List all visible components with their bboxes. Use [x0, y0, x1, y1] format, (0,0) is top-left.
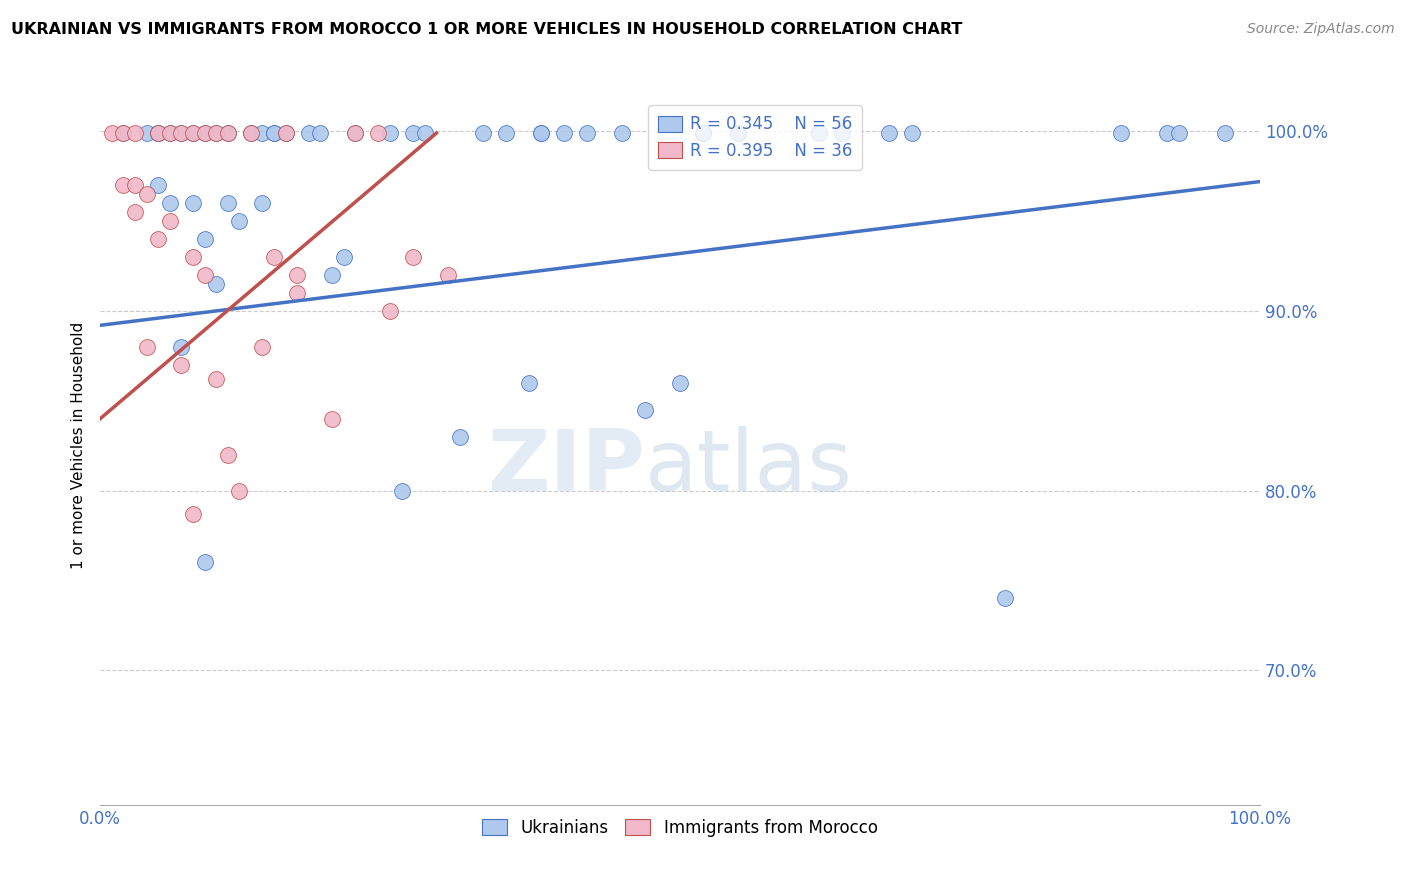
- Point: [344, 126, 367, 140]
- Point: [159, 214, 181, 228]
- Point: [146, 232, 169, 246]
- Point: [124, 126, 146, 140]
- Point: [252, 196, 274, 211]
- Point: [170, 358, 193, 372]
- Point: [135, 126, 157, 140]
- Point: [205, 126, 228, 140]
- Point: [1156, 126, 1178, 140]
- Point: [252, 340, 274, 354]
- Point: [901, 126, 924, 140]
- Point: [193, 556, 215, 570]
- Point: [193, 232, 215, 246]
- Point: [344, 126, 367, 140]
- Point: [994, 591, 1017, 606]
- Point: [135, 340, 157, 354]
- Point: [228, 214, 250, 228]
- Point: [170, 340, 193, 354]
- Point: [378, 126, 401, 140]
- Point: [193, 126, 215, 140]
- Point: [576, 126, 599, 140]
- Point: [378, 304, 401, 318]
- Point: [321, 268, 343, 282]
- Point: [146, 126, 169, 140]
- Point: [252, 126, 274, 140]
- Point: [112, 178, 135, 193]
- Point: [877, 126, 900, 140]
- Point: [205, 372, 228, 386]
- Point: [217, 126, 239, 140]
- Text: atlas: atlas: [645, 425, 853, 508]
- Point: [831, 126, 853, 140]
- Point: [146, 178, 169, 193]
- Point: [517, 376, 540, 390]
- Point: [285, 268, 308, 282]
- Point: [217, 448, 239, 462]
- Point: [170, 126, 193, 140]
- Point: [321, 411, 343, 425]
- Point: [437, 268, 460, 282]
- Point: [217, 196, 239, 211]
- Point: [263, 126, 285, 140]
- Point: [402, 250, 425, 264]
- Point: [124, 205, 146, 219]
- Point: [669, 376, 692, 390]
- Point: [170, 126, 193, 140]
- Point: [263, 126, 285, 140]
- Point: [1109, 126, 1132, 140]
- Point: [553, 126, 575, 140]
- Point: [159, 126, 181, 140]
- Point: [112, 126, 135, 140]
- Point: [692, 126, 714, 140]
- Y-axis label: 1 or more Vehicles in Household: 1 or more Vehicles in Household: [72, 322, 86, 569]
- Point: [471, 126, 494, 140]
- Point: [205, 277, 228, 291]
- Point: [1167, 126, 1189, 140]
- Point: [159, 126, 181, 140]
- Point: [530, 126, 553, 140]
- Point: [193, 268, 215, 282]
- Text: Source: ZipAtlas.com: Source: ZipAtlas.com: [1247, 22, 1395, 37]
- Point: [159, 196, 181, 211]
- Point: [808, 126, 831, 140]
- Point: [727, 126, 749, 140]
- Point: [1213, 126, 1236, 140]
- Point: [274, 126, 297, 140]
- Point: [239, 126, 262, 140]
- Point: [135, 187, 157, 202]
- Point: [634, 402, 657, 417]
- Point: [449, 430, 471, 444]
- Point: [181, 126, 204, 140]
- Point: [100, 126, 122, 140]
- Point: [181, 507, 204, 521]
- Point: [263, 250, 285, 264]
- Point: [274, 126, 297, 140]
- Point: [298, 126, 321, 140]
- Point: [367, 126, 389, 140]
- Point: [530, 126, 553, 140]
- Point: [309, 126, 332, 140]
- Point: [193, 126, 215, 140]
- Point: [205, 126, 228, 140]
- Point: [413, 126, 436, 140]
- Point: [181, 250, 204, 264]
- Point: [610, 126, 633, 140]
- Point: [285, 285, 308, 300]
- Point: [239, 126, 262, 140]
- Point: [181, 196, 204, 211]
- Point: [146, 126, 169, 140]
- Point: [181, 126, 204, 140]
- Legend: Ukrainians, Immigrants from Morocco: Ukrainians, Immigrants from Morocco: [475, 812, 884, 844]
- Text: UKRAINIAN VS IMMIGRANTS FROM MOROCCO 1 OR MORE VEHICLES IN HOUSEHOLD CORRELATION: UKRAINIAN VS IMMIGRANTS FROM MOROCCO 1 O…: [11, 22, 963, 37]
- Point: [228, 483, 250, 498]
- Point: [391, 483, 413, 498]
- Point: [495, 126, 517, 140]
- Point: [146, 126, 169, 140]
- Text: ZIP: ZIP: [488, 425, 645, 508]
- Point: [112, 126, 135, 140]
- Point: [124, 178, 146, 193]
- Point: [217, 126, 239, 140]
- Point: [332, 250, 354, 264]
- Point: [402, 126, 425, 140]
